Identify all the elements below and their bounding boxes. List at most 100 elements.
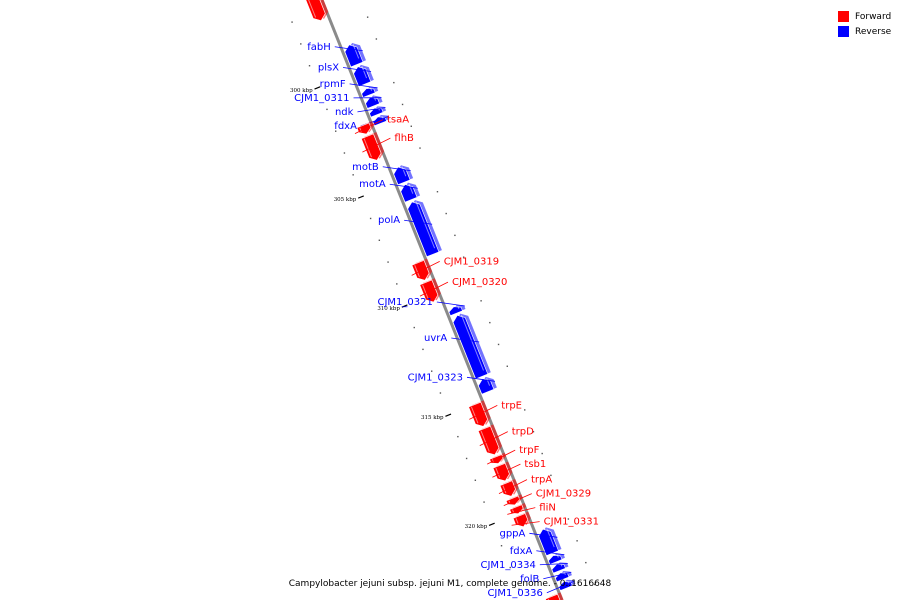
minor-tick — [436, 191, 439, 193]
minor-tick — [457, 435, 459, 438]
minor-tick — [541, 452, 543, 455]
gene-label: CJM1_0329 — [536, 489, 591, 500]
gene-motA-10: motA — [359, 179, 421, 203]
minor-tick — [489, 321, 491, 324]
gene-CJM1_0334-27: CJM1_0334 — [480, 560, 569, 574]
minor-tick — [291, 21, 293, 23]
gene-CJM1_0331-24: CJM1_0331 — [511, 511, 599, 528]
minor-tick — [532, 431, 535, 433]
minor-tick — [576, 540, 578, 542]
minor-tick — [431, 370, 433, 372]
gene-label: fabH — [307, 42, 331, 53]
minor-tick — [343, 152, 346, 154]
gene-label: plsX — [318, 62, 339, 73]
tick-label: 305 kbp — [334, 197, 357, 203]
minor-tick — [413, 326, 415, 329]
minor-tick — [585, 561, 587, 564]
gene-label: CJM1_0311 — [294, 93, 349, 104]
minor-tick — [378, 239, 381, 241]
minor-tick — [462, 256, 465, 258]
gene-label: fdxA — [510, 546, 533, 557]
gene-uvrA-15: uvrA — [424, 313, 491, 380]
minor-tick — [308, 65, 311, 67]
gene-label: gppA — [499, 528, 525, 539]
gene-tsaA-7: tsaA — [354, 115, 409, 135]
minor-tick — [410, 125, 412, 127]
minor-tick — [375, 38, 378, 40]
minor-tick — [439, 392, 442, 394]
minor-tick — [352, 174, 354, 176]
forward-swatch — [838, 11, 849, 22]
gene-label: CJM1_0331 — [544, 517, 599, 528]
minor-tick — [483, 501, 485, 503]
minor-tick — [465, 457, 468, 460]
minor-tick — [387, 261, 389, 263]
minor-tick — [593, 583, 596, 586]
tick-mark — [401, 304, 408, 308]
gene-flhB-8: flhB — [360, 132, 414, 161]
gene-label: flhB — [394, 133, 414, 144]
gene-label: CJM1_0336 — [487, 588, 542, 599]
minor-tick — [419, 147, 421, 149]
tick-mark — [314, 86, 321, 90]
gene-label: fliN — [539, 503, 556, 514]
genome-caption: Campylobacter jejuni subsp. jejuni M1, c… — [288, 579, 612, 589]
gene-label: tsaA — [387, 115, 409, 126]
legend-reverse: Reverse — [838, 24, 891, 39]
gene-CJM1_0311-4: CJM1_0311 — [294, 93, 383, 109]
gene-CJM1_0321-14: CJM1_0321 — [378, 297, 466, 317]
minor-tick — [445, 212, 447, 215]
legend-forward: Forward — [838, 9, 891, 24]
gene-label: trpE — [501, 400, 522, 411]
legend-forward-label: Forward — [855, 11, 892, 22]
gene-trpD-18: trpD — [477, 424, 534, 456]
minor-tick — [369, 217, 372, 220]
minor-tick — [401, 103, 404, 106]
reverse-swatch — [838, 26, 849, 37]
gene-unnamed-30 — [545, 592, 564, 600]
ruler-ticks: 300 kbp 305 kbp 310 kbp 315 kbp 320 kbp — [290, 16, 596, 591]
gene-tsb1-20: tsb1 — [492, 459, 546, 482]
gene-label: rpmF — [320, 79, 346, 90]
minor-tick — [393, 81, 395, 84]
minor-tick — [300, 43, 302, 45]
gene-folB-28: folB — [520, 571, 572, 585]
gene-label: polA — [378, 215, 400, 226]
gene-trpA-21: trpA — [498, 475, 552, 497]
gene-label: motA — [359, 179, 386, 190]
gene-trpE-17: trpE — [468, 400, 522, 427]
gene-label: folB — [520, 574, 539, 585]
gene-fabH-1: fabH — [307, 42, 366, 68]
gene-CJM1_0323-16: CJM1_0323 — [408, 372, 497, 395]
gene-label: tsb1 — [524, 459, 546, 470]
gene-trpF-19: trpF — [487, 445, 540, 465]
gene-label: CJM1_0319 — [444, 256, 499, 267]
gene-label: CJM1_0321 — [378, 297, 433, 308]
gene-gppA-25: gppA — [499, 527, 562, 557]
genome-backbone — [320, 0, 564, 600]
gene-unnamed-0 — [305, 0, 329, 21]
tick-mark — [488, 522, 495, 526]
minor-tick — [506, 365, 508, 367]
gene-CJM1_0336-29: CJM1_0336 — [487, 579, 576, 599]
minor-tick — [509, 566, 511, 569]
minor-tick — [550, 474, 552, 477]
gene-fliN-23: fliN — [507, 503, 556, 515]
gene-label: trpA — [531, 475, 552, 486]
minor-tick — [366, 16, 369, 18]
legend: Forward Reverse — [838, 9, 891, 39]
gene-CJM1_0320-13: CJM1_0320 — [419, 277, 507, 303]
tick-mark — [445, 413, 452, 417]
minor-tick — [454, 234, 456, 237]
tick-mark — [357, 195, 364, 199]
minor-tick — [497, 343, 500, 346]
tick-label: 315 kbp — [421, 415, 444, 421]
gene-label: trpD — [512, 427, 534, 438]
gene-label: ndk — [335, 107, 354, 118]
gene-rpmF-3: rpmF — [320, 79, 379, 98]
tick-label: 300 kbp — [290, 88, 313, 94]
gene-motB-9: motB — [352, 162, 414, 186]
gene-label: fdxA — [334, 121, 357, 132]
gene-label: CJM1_0334 — [480, 560, 535, 571]
